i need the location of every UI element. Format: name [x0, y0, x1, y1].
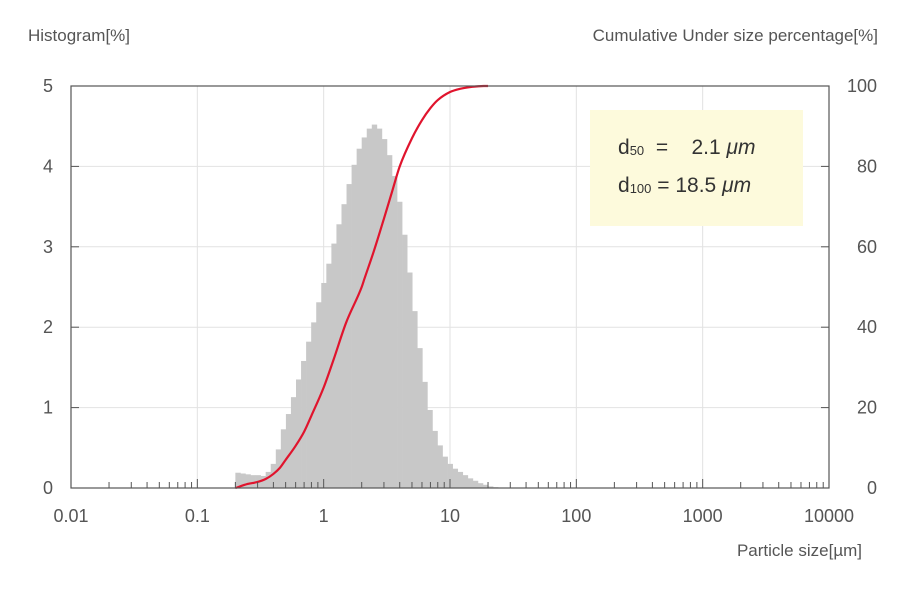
d50-unit: μm: [726, 136, 756, 159]
histogram-bar: [235, 472, 241, 488]
histogram-bar: [422, 381, 428, 488]
histogram-bar: [432, 430, 438, 488]
d100-value: 18.5: [675, 174, 717, 197]
y-tick-label-right: 100: [847, 76, 877, 96]
d100-unit: μm: [722, 174, 752, 197]
histogram-bar: [447, 463, 453, 488]
histogram-bar: [402, 234, 408, 488]
histogram-bar: [417, 348, 423, 488]
histogram-bar: [452, 468, 459, 488]
y-tick-label-right: 80: [857, 156, 877, 176]
histogram-bar: [386, 155, 393, 489]
histogram-bar: [467, 478, 474, 488]
histogram-bar: [457, 471, 464, 488]
d50-equals: =: [655, 136, 669, 159]
y-tick-label-right: 60: [857, 237, 877, 257]
y-tick-label-left: 3: [43, 237, 53, 257]
y-tick-label-left: 5: [43, 76, 53, 96]
d100-equals: =: [657, 174, 670, 197]
histogram-bar: [301, 360, 307, 488]
histogram-bar: [316, 302, 322, 488]
histogram-bar: [311, 322, 317, 488]
histogram-bar: [482, 484, 489, 488]
histogram-bar: [356, 148, 362, 488]
histogram-bar: [290, 397, 297, 488]
x-tick-label: 10: [440, 506, 460, 526]
histogram-bar: [392, 176, 398, 488]
histogram-bar: [341, 204, 347, 489]
histogram-bar: [265, 471, 272, 488]
annotation-box: d50 = 2.1 μm d100 = 18.5 μm: [590, 110, 803, 226]
d50-annotation: d50 = 2.1 μm: [618, 136, 755, 160]
histogram-bar: [412, 311, 418, 488]
histogram-bar: [280, 429, 287, 488]
y-tick-label-right: 40: [857, 317, 877, 337]
histogram-bar: [336, 224, 342, 488]
histogram-bar: [477, 483, 484, 488]
d50-symbol: d: [618, 136, 630, 159]
x-tick-label: 1: [319, 506, 329, 526]
right-axis-label: Cumulative Under size percentage[%]: [592, 26, 878, 45]
histogram-bar: [245, 474, 251, 488]
histogram-bar: [240, 473, 246, 488]
y-tick-label-left: 2: [43, 317, 53, 337]
histogram-bar: [351, 164, 357, 489]
left-axis-label: Histogram[%]: [28, 26, 131, 45]
y-tick-label-left: 0: [43, 478, 53, 498]
grid-lines: [71, 86, 829, 488]
histogram-bars: [235, 124, 499, 489]
histogram-bar: [296, 379, 302, 488]
d100-annotation: d100 = 18.5 μm: [618, 174, 751, 198]
d100-symbol: d: [618, 174, 630, 197]
x-tick-label: 0.1: [185, 506, 210, 526]
cumulative-curve: [235, 84, 489, 490]
histogram-bar: [371, 124, 378, 488]
histogram-bar: [361, 137, 368, 488]
histogram-bar: [306, 341, 312, 488]
histogram-bar: [346, 184, 352, 488]
d50-value: 2.1: [691, 136, 721, 159]
y-tick-label-left: 4: [43, 156, 53, 176]
histogram-bar: [270, 463, 277, 488]
histogram-bar: [381, 139, 388, 488]
histogram-bar: [366, 128, 373, 488]
x-tick-label: 10000: [804, 506, 854, 526]
histogram-bar: [260, 475, 266, 488]
cumulative-curve-layer: [235, 84, 489, 490]
axis-ticks: [70, 85, 829, 489]
y-tick-label-right: 0: [867, 478, 877, 498]
histogram-bar: [376, 128, 383, 488]
d100-subscript: 100: [629, 181, 652, 196]
y-tick-label-left: 1: [43, 398, 53, 418]
histogram-bar: [462, 475, 469, 488]
histogram-bar: [437, 445, 443, 488]
histogram-bar: [397, 201, 403, 488]
x-tick-label: 0.01: [53, 506, 88, 526]
histogram-bar: [472, 480, 479, 488]
histogram-bar: [442, 456, 448, 488]
y-tick-label-right: 20: [857, 398, 877, 418]
x-tick-label: 1000: [683, 506, 723, 526]
histogram-bar: [285, 414, 292, 488]
histogram-bar: [488, 486, 494, 488]
histogram-bar: [427, 410, 433, 488]
histogram-bar: [407, 272, 413, 488]
x-tick-label: 100: [561, 506, 591, 526]
x-axis-label: Particle size[µm]: [736, 541, 862, 560]
d50-subscript: 50: [629, 143, 645, 158]
histogram-bar: [331, 243, 337, 488]
histogram-bar: [250, 475, 256, 488]
